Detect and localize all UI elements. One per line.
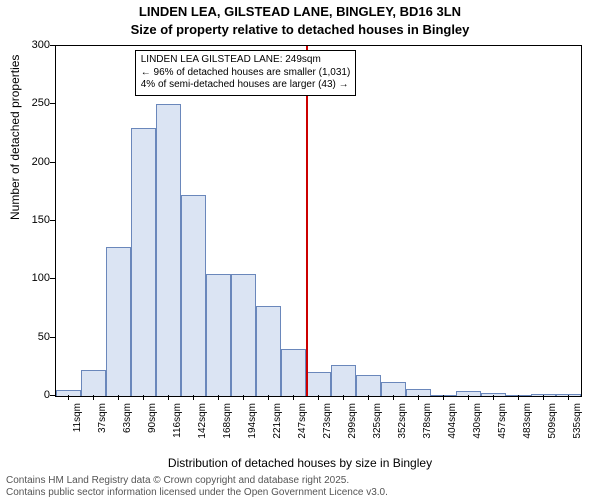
footer-line-2: Contains public sector information licen… — [6, 487, 388, 498]
ytick-line — [50, 395, 55, 396]
xtick-line — [93, 395, 94, 400]
ytick-line — [50, 162, 55, 163]
xtick-line — [293, 395, 294, 400]
xtick-label: 457sqm — [497, 403, 508, 447]
xtick-line — [393, 395, 394, 400]
xtick-label: 535sqm — [572, 403, 583, 447]
ytick-line — [50, 103, 55, 104]
ytick-label: 0 — [10, 389, 50, 401]
xtick-line — [118, 395, 119, 400]
xtick-line — [368, 395, 369, 400]
xtick-label: 352sqm — [397, 403, 408, 447]
xtick-line — [318, 395, 319, 400]
ytick-line — [50, 220, 55, 221]
histogram-bar — [206, 274, 231, 397]
xtick-line — [543, 395, 544, 400]
ytick-label: 200 — [10, 156, 50, 168]
xtick-line — [193, 395, 194, 400]
xtick-label: 37sqm — [97, 403, 108, 447]
xtick-label: 299sqm — [347, 403, 358, 447]
xtick-label: 509sqm — [547, 403, 558, 447]
histogram-bar — [156, 104, 181, 396]
annotation-line: ← 96% of detached houses are smaller (1,… — [141, 67, 351, 80]
xtick-label: 483sqm — [522, 403, 533, 447]
xtick-label: 142sqm — [197, 403, 208, 447]
xtick-line — [218, 395, 219, 400]
footer-line-1: Contains HM Land Registry data © Crown c… — [6, 475, 349, 486]
xtick-line — [68, 395, 69, 400]
xtick-label: 90sqm — [147, 403, 158, 447]
histogram-bar — [131, 128, 156, 396]
histogram-bar — [81, 370, 106, 396]
histogram-bar — [256, 306, 281, 396]
ytick-label: 100 — [10, 272, 50, 284]
ytick-label: 50 — [10, 331, 50, 343]
chart-title-main: LINDEN LEA, GILSTEAD LANE, BINGLEY, BD16… — [0, 4, 600, 19]
xtick-line — [468, 395, 469, 400]
plot-area: LINDEN LEA GILSTEAD LANE: 249sqm← 96% of… — [55, 45, 582, 397]
histogram-bar — [431, 395, 456, 396]
xtick-line — [493, 395, 494, 400]
histogram-bar — [306, 372, 331, 397]
histogram-bar — [356, 375, 381, 396]
histogram-bar — [331, 365, 356, 397]
xtick-label: 273sqm — [322, 403, 333, 447]
histogram-bar — [56, 390, 81, 396]
histogram-bar — [556, 394, 581, 396]
xtick-line — [568, 395, 569, 400]
xtick-label: 378sqm — [422, 403, 433, 447]
xtick-label: 430sqm — [472, 403, 483, 447]
xtick-label: 325sqm — [372, 403, 383, 447]
ytick-line — [50, 45, 55, 46]
annotation-box: LINDEN LEA GILSTEAD LANE: 249sqm← 96% of… — [135, 50, 357, 96]
histogram-bar — [106, 247, 131, 396]
xtick-line — [418, 395, 419, 400]
histogram-bar — [531, 394, 556, 396]
ytick-line — [50, 278, 55, 279]
xtick-line — [268, 395, 269, 400]
xtick-line — [143, 395, 144, 400]
histogram-bar — [406, 389, 431, 396]
xtick-label: 247sqm — [297, 403, 308, 447]
histogram-bar — [456, 391, 481, 396]
histogram-bar — [181, 195, 206, 396]
ytick-label: 150 — [10, 214, 50, 226]
xtick-line — [343, 395, 344, 400]
chart-title-sub: Size of property relative to detached ho… — [0, 22, 600, 37]
xtick-label: 168sqm — [222, 403, 233, 447]
xtick-line — [243, 395, 244, 400]
xtick-label: 221sqm — [272, 403, 283, 447]
xtick-line — [518, 395, 519, 400]
y-axis-label: Number of detached properties — [8, 55, 22, 220]
xtick-line — [168, 395, 169, 400]
ytick-label: 250 — [10, 97, 50, 109]
ytick-line — [50, 337, 55, 338]
xtick-line — [443, 395, 444, 400]
xtick-label: 63sqm — [122, 403, 133, 447]
x-axis-label: Distribution of detached houses by size … — [0, 456, 600, 470]
histogram-chart: LINDEN LEA, GILSTEAD LANE, BINGLEY, BD16… — [0, 0, 600, 500]
annotation-line: 4% of semi-detached houses are larger (4… — [141, 79, 351, 92]
xtick-label: 11sqm — [72, 403, 83, 447]
xtick-label: 116sqm — [172, 403, 183, 447]
xtick-label: 194sqm — [247, 403, 258, 447]
ytick-label: 300 — [10, 39, 50, 51]
reference-line — [306, 46, 308, 396]
histogram-bar — [381, 382, 406, 396]
histogram-bar — [231, 274, 256, 397]
histogram-bar — [506, 395, 531, 396]
histogram-bar — [481, 393, 506, 397]
xtick-label: 404sqm — [447, 403, 458, 447]
annotation-line: LINDEN LEA GILSTEAD LANE: 249sqm — [141, 54, 351, 67]
histogram-bar — [281, 349, 306, 396]
